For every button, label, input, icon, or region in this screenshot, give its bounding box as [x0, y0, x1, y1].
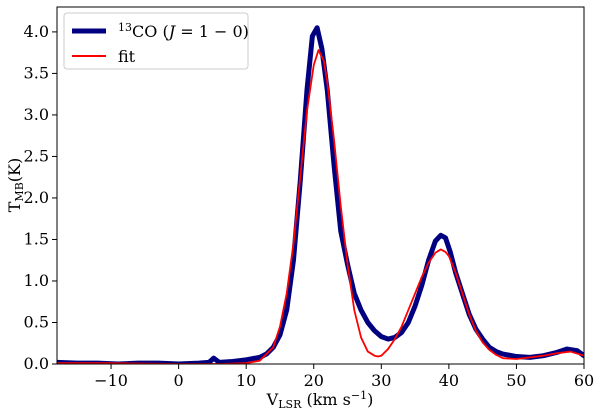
y-tick-label: 2.0 [24, 188, 49, 207]
y-axis-label: TMB(K) [5, 158, 26, 212]
legend-box [63, 12, 249, 70]
y-tick-label: 1.5 [24, 229, 49, 248]
y-tick-label: 0.0 [24, 354, 49, 373]
y-tick-label: 3.5 [24, 63, 49, 82]
x-tick-label: 30 [371, 371, 391, 390]
x-tick-label: 50 [506, 371, 526, 390]
y-tick-label: 1.0 [24, 271, 49, 290]
y-tick-label: 4.0 [24, 22, 49, 41]
legend: 13CO (J = 1 − 0) fit [63, 12, 249, 70]
x-tick-label: 40 [439, 371, 459, 390]
legend-label-13co: 13CO (J = 1 − 0) [118, 21, 249, 41]
x-tick-label: −10 [94, 371, 128, 390]
x-tick-label: 20 [304, 371, 324, 390]
x-axis-label: VLSR (km s−1) [266, 389, 374, 411]
series-13co-line [57, 25, 584, 364]
plot-frame [56, 6, 585, 365]
series-fit-line [57, 49, 584, 364]
y-tick-label: 3.0 [24, 105, 49, 124]
y-axis: 0.0 0.5 1.0 1.5 2.0 2.5 3.0 3.5 4.0 [24, 22, 57, 373]
legend-label-fit: fit [118, 47, 136, 66]
x-tick-label: 10 [236, 371, 256, 390]
y-tick-label: 0.5 [24, 312, 49, 331]
y-tick-label: 2.5 [24, 146, 49, 165]
x-tick-label: 60 [574, 371, 594, 390]
x-tick-label: 0 [174, 371, 184, 390]
series-layer [57, 25, 584, 364]
x-axis: −10 0 10 20 30 40 50 60 [94, 364, 594, 390]
x-axis-label-sub: LSR [278, 398, 302, 411]
